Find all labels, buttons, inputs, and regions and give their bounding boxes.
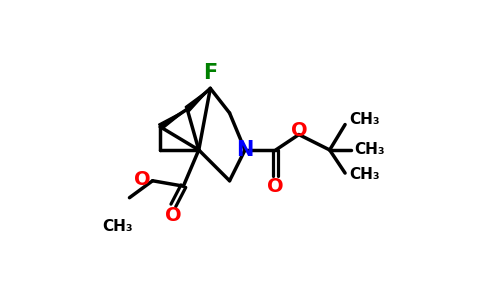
Text: N: N — [236, 140, 254, 160]
Text: CH₃: CH₃ — [102, 220, 133, 235]
Text: CH₃: CH₃ — [354, 142, 385, 158]
Text: O: O — [290, 121, 307, 140]
Text: CH₃: CH₃ — [349, 112, 379, 127]
Polygon shape — [159, 109, 187, 129]
Polygon shape — [185, 88, 211, 111]
Text: O: O — [134, 170, 151, 189]
Text: CH₃: CH₃ — [349, 167, 379, 182]
Text: O: O — [165, 206, 182, 225]
Text: O: O — [268, 177, 284, 196]
Text: F: F — [203, 63, 217, 83]
